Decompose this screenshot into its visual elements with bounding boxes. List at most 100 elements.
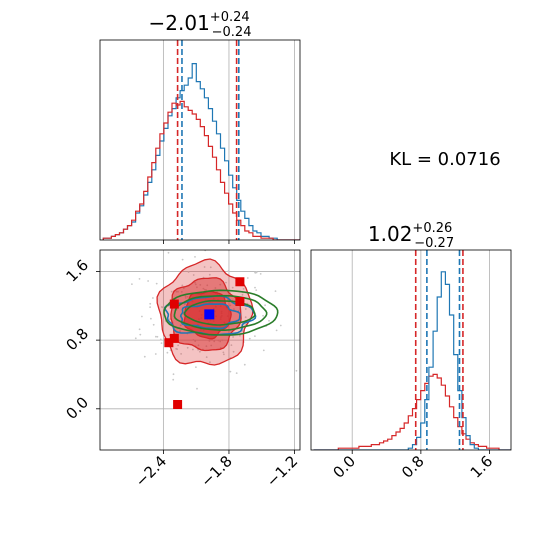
sample-point (202, 287, 205, 290)
param-2-title: 1.02+0.26 −0.27 (368, 221, 454, 251)
marginal-2-xtick-label: 0.8 (398, 452, 428, 482)
sample-point (262, 349, 265, 352)
param-2-median: 1.02 (368, 222, 413, 246)
sample-point (206, 284, 209, 287)
param-2-plus-error: +0.26 (412, 221, 452, 236)
marginal-2-frame (310, 249, 512, 451)
marginal-2-histograms (313, 271, 511, 450)
sample-point (233, 248, 235, 250)
marginal-2-gridlines (351, 250, 490, 450)
sample-point (268, 319, 270, 322)
sample-point (186, 243, 188, 245)
sample-point (134, 337, 137, 340)
sample-point (156, 335, 159, 338)
red-square-marker (169, 333, 179, 343)
sample-point (221, 339, 224, 342)
contour-blue (163, 294, 257, 336)
sample-point (138, 328, 141, 331)
sample-point (214, 287, 217, 289)
joint-ytick-label: 0.0 (62, 393, 92, 423)
sample-point (192, 339, 195, 341)
param-1-minus-error: −0.24 (212, 25, 252, 40)
sample-point (184, 297, 187, 299)
param-1-median: −2.01 (149, 11, 210, 35)
blue-square-marker (204, 309, 215, 320)
joint-xtick-label: −2.4 (132, 452, 170, 490)
marginal-2-quantile-lines (414, 250, 464, 450)
sample-point (199, 284, 202, 286)
sample-point (209, 266, 212, 269)
sample-point (254, 335, 256, 337)
sample-point (167, 251, 170, 254)
sample-point (223, 353, 225, 356)
sample-point (222, 351, 225, 354)
sample-point (255, 271, 258, 274)
sample-point (295, 369, 298, 372)
sample-point (166, 351, 169, 354)
sample-point (254, 271, 256, 273)
sample-point (194, 283, 197, 286)
sample-point (195, 366, 197, 368)
sample-point (196, 286, 198, 289)
marginal-1-ticks (162, 240, 295, 244)
contour-blue (179, 303, 241, 330)
sample-point (181, 258, 184, 261)
sample-point (177, 290, 179, 293)
sample-point (264, 304, 266, 307)
sample-point (196, 387, 198, 390)
sample-point (152, 323, 155, 326)
sample-point (159, 338, 162, 341)
sample-point (248, 337, 251, 340)
sample-point (274, 290, 277, 292)
marginal-2-xtick-label: 1.6 (467, 452, 497, 482)
joint-ytick-label: 0.8 (62, 325, 92, 355)
marginal-1-gridlines (162, 40, 295, 240)
joint-frame (99, 249, 301, 451)
sample-point (217, 339, 220, 342)
kl-annotation: KL = 0.0716 (389, 149, 500, 170)
sample-point (259, 273, 262, 275)
joint-contours (131, 243, 298, 410)
sample-point (152, 297, 154, 299)
sample-point (192, 274, 195, 276)
sample-point (147, 280, 150, 282)
red-square-marker (235, 277, 245, 287)
sample-point (203, 266, 206, 268)
sample-point (139, 333, 142, 336)
sample-point (149, 302, 152, 305)
sample-point (239, 334, 241, 337)
sample-point (194, 340, 197, 342)
sample-point (155, 282, 158, 285)
sample-point (242, 288, 245, 290)
joint-xtick-label: −1.8 (197, 452, 235, 490)
sample-point (176, 348, 179, 350)
sample-point (254, 286, 256, 289)
marginal-1-quantile-lines (176, 40, 240, 240)
sample-point (244, 316, 247, 319)
sample-point (143, 355, 146, 358)
marginal-1-frame (99, 39, 301, 241)
sample-point (219, 340, 222, 343)
sample-point (160, 342, 163, 344)
sample-point (141, 315, 143, 318)
sample-point (197, 344, 200, 347)
sample-point (194, 256, 196, 258)
sample-point (208, 273, 211, 276)
sample-point (205, 289, 208, 291)
sample-point (213, 340, 216, 343)
sample-point (219, 283, 222, 286)
sample-point (231, 286, 234, 289)
sample-point (182, 287, 185, 290)
marginal-1-histograms (102, 63, 300, 240)
red-square-marker (169, 299, 179, 309)
sample-point (246, 277, 249, 279)
sample-point (255, 289, 258, 291)
red-square-marker (173, 400, 183, 410)
sample-point (131, 283, 133, 285)
sample-point (183, 303, 186, 306)
sample-point (180, 291, 183, 293)
sample-point (244, 308, 247, 310)
joint-panel: −2.4 −1.8 −1.2 0.0 0.8 1.6 (62, 243, 301, 491)
sample-point (225, 281, 227, 284)
sample-point (205, 345, 208, 348)
